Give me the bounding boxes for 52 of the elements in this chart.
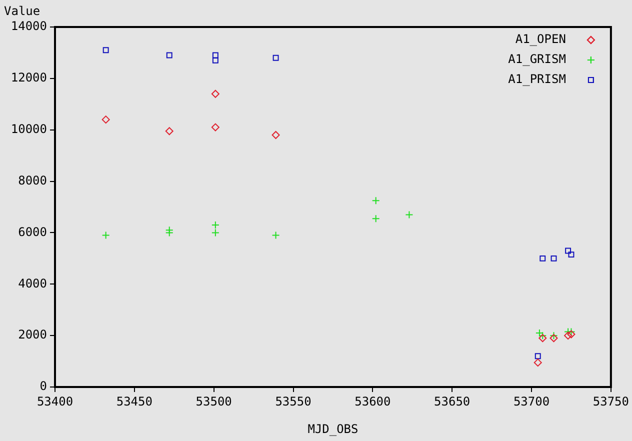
- point: [212, 52, 218, 58]
- point: [535, 329, 544, 337]
- y-axis-title: Value: [4, 4, 40, 18]
- y-tick-label: 4000: [18, 276, 47, 290]
- y-tick-label: 0: [40, 379, 47, 394]
- point: [372, 214, 380, 223]
- point: [211, 123, 220, 132]
- y-tick-label: 2000: [18, 328, 47, 342]
- y-tick-label: 6000: [18, 224, 47, 239]
- point: [165, 228, 174, 237]
- y-tick-label: 14000: [10, 19, 47, 34]
- point: [540, 255, 546, 262]
- x-tick-label: 53600: [354, 394, 391, 408]
- point: [372, 196, 380, 205]
- x-axis-title: MJD_OBS: [308, 422, 358, 436]
- point: [550, 332, 558, 340]
- x-tick-label: 53750: [592, 394, 629, 408]
- point: [564, 332, 572, 340]
- point: [212, 57, 218, 64]
- point: [166, 52, 172, 58]
- y-tick-label: 10000: [10, 122, 47, 136]
- point: [405, 210, 414, 219]
- point: [567, 330, 576, 338]
- point: [272, 231, 280, 240]
- point: [272, 54, 279, 61]
- point: [102, 116, 110, 124]
- legend-label: A1_PRISM: [508, 72, 566, 86]
- point: [272, 131, 280, 139]
- point: [165, 127, 174, 136]
- legend-label: A1_OPEN: [515, 32, 566, 46]
- point: [538, 334, 547, 342]
- point: [534, 353, 541, 360]
- legend-label: A1_GRISM: [508, 52, 566, 66]
- point: [565, 248, 572, 254]
- y-tick-label: 12000: [10, 70, 47, 85]
- x-tick-label: 53650: [434, 394, 470, 408]
- point: [102, 231, 110, 240]
- point: [211, 221, 220, 229]
- x-tick-label: 53550: [275, 394, 312, 408]
- x-tick-label: 53700: [513, 394, 550, 408]
- point: [211, 228, 220, 237]
- point: [550, 334, 558, 342]
- point: [568, 252, 574, 258]
- point: [550, 255, 557, 262]
- x-tick-label: 53400: [36, 394, 74, 408]
- point: [538, 332, 547, 340]
- point: [211, 90, 220, 98]
- point: [102, 47, 109, 54]
- x-tick-label: 53500: [196, 394, 232, 408]
- point: [534, 358, 542, 367]
- x-tick-label: 53450: [116, 394, 152, 408]
- y-tick-label: 8000: [18, 173, 47, 188]
